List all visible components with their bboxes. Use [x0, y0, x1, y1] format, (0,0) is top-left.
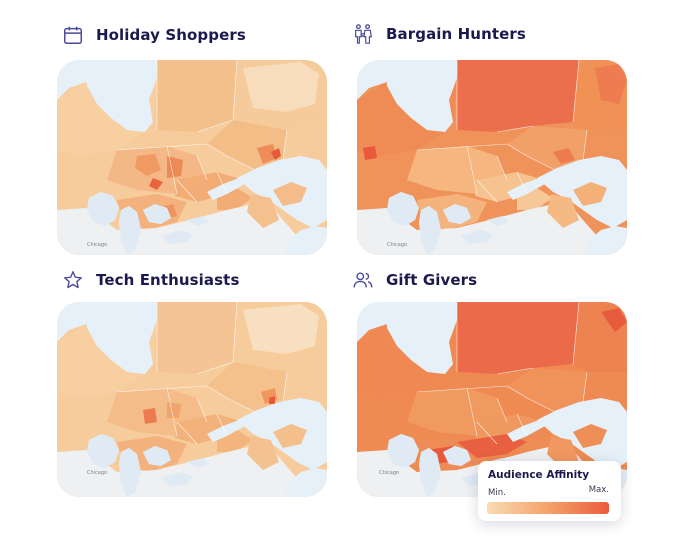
legend-min-label: Min. — [488, 488, 506, 498]
map-label-chicago: Chicago — [87, 242, 107, 248]
panel-header-holiday-shoppers: Holiday Shoppers — [62, 24, 246, 46]
panel-header-bargain-hunters: Bargain Hunters — [352, 23, 526, 45]
choropleth-map-tech-enthusiasts[interactable]: Chicago — [57, 302, 327, 497]
users-icon — [353, 272, 373, 288]
calendar-icon — [64, 26, 82, 44]
panel-title: Bargain Hunters — [386, 25, 526, 43]
map-label-chicago: Chicago — [379, 470, 399, 476]
panel-title: Gift Givers — [386, 271, 478, 289]
panel-header-tech-enthusiasts: Tech Enthusiasts — [62, 269, 239, 291]
legend-color-ramp — [487, 502, 609, 514]
star-icon — [64, 271, 82, 289]
panel-title: Holiday Shoppers — [96, 26, 246, 44]
map-label-chicago: Chicago — [387, 242, 407, 248]
panel-header-gift-givers: Gift Givers — [352, 269, 477, 291]
legend-title: Audience Affinity — [488, 469, 590, 481]
map-label-chicago: Chicago — [87, 470, 107, 476]
panel-title: Tech Enthusiasts — [96, 271, 240, 289]
choropleth-map-holiday-shoppers[interactable]: Chicago — [57, 60, 327, 255]
family-icon — [355, 24, 372, 44]
choropleth-map-bargain-hunters[interactable]: Chicago — [357, 60, 627, 255]
legend-max-label: Max. — [588, 485, 609, 495]
audience-affinity-legend: Audience Affinity Min. Max. — [478, 461, 621, 521]
